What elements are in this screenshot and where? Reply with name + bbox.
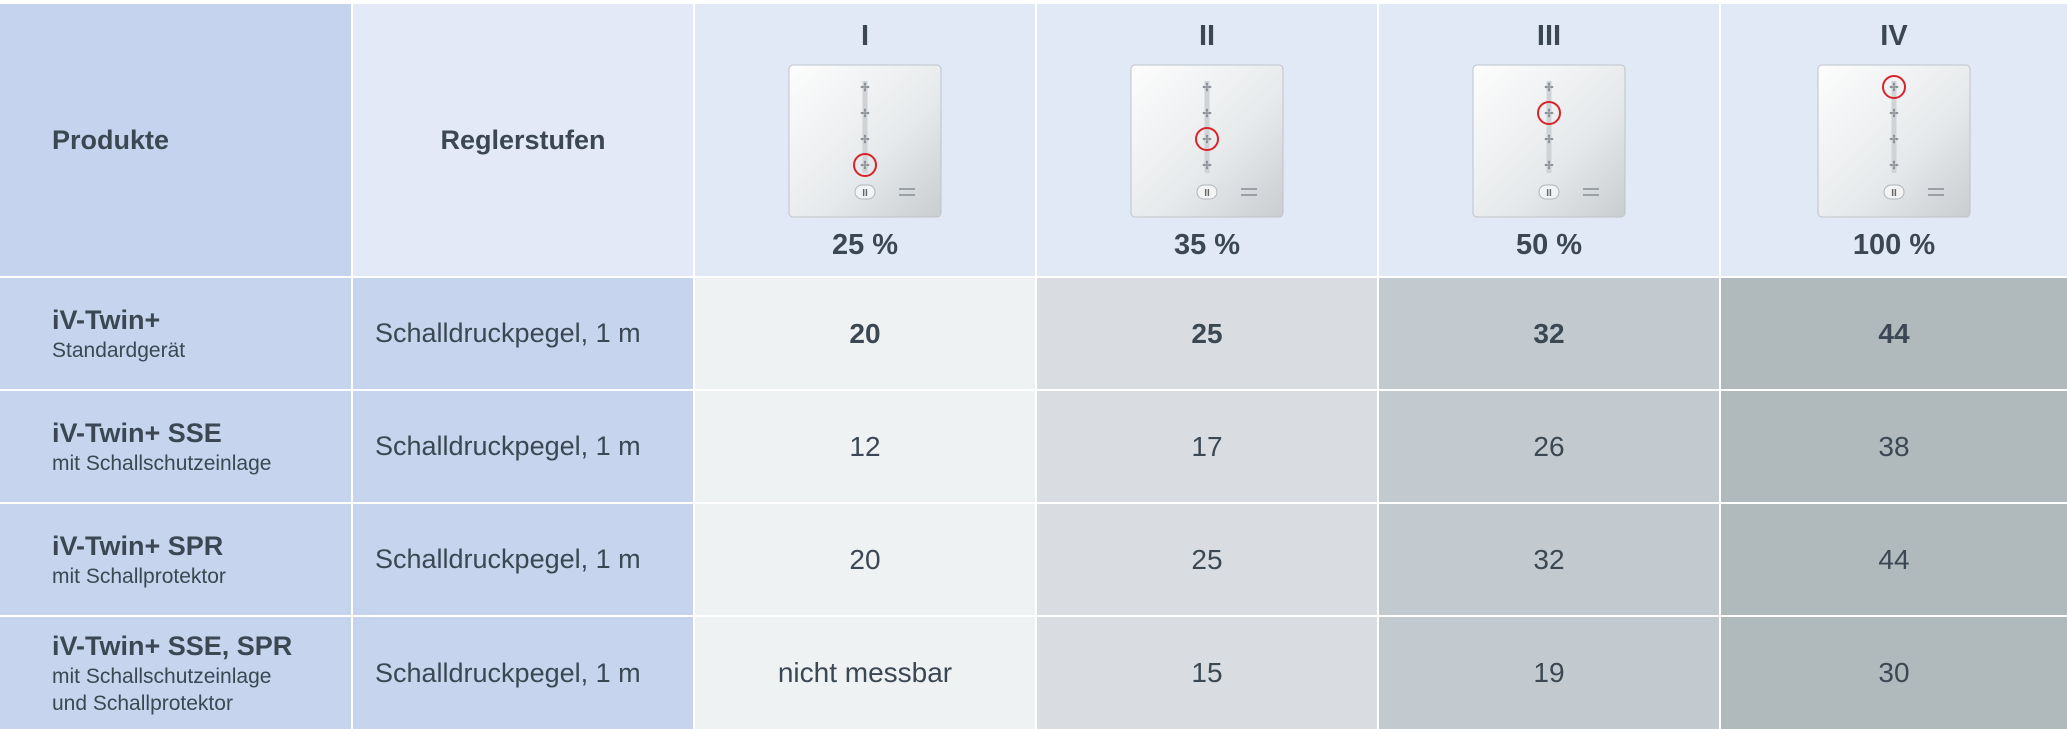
value-cell: 30	[1721, 617, 2067, 729]
value-cell: 25	[1037, 504, 1377, 615]
value-cell: 15	[1037, 617, 1377, 729]
product-subtitle: Standardgerät	[52, 338, 186, 362]
svg-text:✢: ✢	[1202, 160, 1211, 172]
svg-text:II: II	[1546, 188, 1552, 199]
header-stage: I ✢ ✢ ✢ ✢ II 25 %	[695, 4, 1035, 276]
value: 30	[1878, 657, 1910, 688]
value: 38	[1878, 430, 1910, 462]
product-subtitle: und Schallprotektor	[52, 691, 233, 715]
product-name: iV-Twin+ SSE, SPR	[52, 630, 293, 661]
value: 44	[1878, 543, 1910, 575]
svg-text:✢: ✢	[1889, 160, 1898, 172]
product-subtitle: mit Schallprotektor	[52, 564, 226, 588]
value-cell: 19	[1379, 617, 1719, 729]
svg-text:II: II	[1891, 188, 1897, 199]
measure: Schalldruckpegel, 1 m	[353, 278, 693, 389]
stage-label: IV	[1880, 20, 1908, 52]
stage-percent: 25 %	[831, 229, 899, 261]
value: 26	[1533, 430, 1565, 462]
svg-text:✢: ✢	[1544, 134, 1553, 146]
svg-text:✢: ✢	[1202, 108, 1211, 120]
value: 25	[1191, 543, 1223, 575]
header-levels: Reglerstufen	[353, 4, 693, 276]
product-name: iV-Twin+ SSE	[52, 417, 222, 448]
stage-label: I	[860, 20, 870, 52]
stage-percent: 50 %	[1515, 229, 1583, 261]
value-cell: 20	[695, 278, 1035, 389]
controller-image: ✢ ✢ ✢ ✢ II	[788, 64, 942, 218]
svg-text:✢: ✢	[1202, 134, 1211, 146]
value: 44	[1878, 317, 1910, 349]
svg-text:✢: ✢	[860, 82, 869, 94]
controller-image: ✢ ✢ ✢ ✢ II	[1817, 64, 1971, 218]
value: 12	[849, 430, 881, 462]
product-name: iV-Twin+ SPR	[52, 530, 224, 561]
controller-image: ✢ ✢ ✢ ✢ II	[1472, 64, 1626, 218]
svg-text:✢: ✢	[1544, 82, 1553, 94]
svg-text:✢: ✢	[860, 134, 869, 146]
measure: Schalldruckpegel, 1 m	[353, 617, 693, 729]
header-stage: IV ✢ ✢ ✢ ✢ II 100 %	[1721, 4, 2067, 276]
header-stage: III ✢ ✢ ✢ ✢ II 50 %	[1379, 4, 1719, 276]
stage-percent: 35 %	[1173, 229, 1241, 261]
value-cell: 32	[1379, 504, 1719, 615]
value: nicht messbar	[777, 657, 953, 688]
value-cell: 12	[695, 391, 1035, 502]
measure: Schalldruckpegel, 1 m	[353, 504, 693, 615]
value: 15	[1191, 657, 1223, 688]
value-cell: 44	[1721, 504, 2067, 615]
value-cell: 25	[1037, 278, 1377, 389]
stage-label: III	[1536, 20, 1562, 52]
svg-text:✢: ✢	[1889, 134, 1898, 146]
value: 20	[849, 543, 881, 575]
value-cell: 17	[1037, 391, 1377, 502]
product-cell: iV-Twin+ SPR mit Schallprotektor	[0, 504, 351, 615]
product-cell: iV-Twin+ SSE mit Schallschutzeinlage	[0, 391, 351, 502]
value: 32	[1533, 317, 1565, 349]
value-cell: 38	[1721, 391, 2067, 502]
measure: Schalldruckpegel, 1 m	[353, 391, 693, 502]
svg-text:✢: ✢	[860, 160, 869, 172]
value-cell: 26	[1379, 391, 1719, 502]
value: 20	[849, 317, 881, 349]
value-cell: 32	[1379, 278, 1719, 389]
product-cell: iV-Twin+ Standardgerät	[0, 278, 351, 389]
svg-text:✢: ✢	[1889, 82, 1898, 94]
svg-text:✢: ✢	[1202, 82, 1211, 94]
value-cell: nicht messbar	[695, 617, 1035, 729]
svg-text:II: II	[1204, 188, 1210, 199]
header-products: Produkte	[0, 4, 351, 276]
product-subtitle: mit Schallschutzeinlage	[52, 664, 272, 688]
stage-percent: 100 %	[1852, 229, 1936, 261]
value: 17	[1191, 430, 1223, 462]
header-stage: II ✢ ✢ ✢ ✢ II 35 %	[1037, 4, 1377, 276]
value: 19	[1533, 657, 1565, 688]
svg-text:✢: ✢	[860, 108, 869, 120]
value-cell: 20	[695, 504, 1035, 615]
svg-text:II: II	[862, 188, 868, 199]
svg-text:✢: ✢	[1889, 108, 1898, 120]
value: 25	[1191, 317, 1223, 349]
value-cell: 44	[1721, 278, 2067, 389]
svg-text:✢: ✢	[1544, 108, 1553, 120]
controller-image: ✢ ✢ ✢ ✢ II	[1130, 64, 1284, 218]
value: 32	[1533, 543, 1565, 575]
product-cell: iV-Twin+ SSE, SPR mit Schallschutzeinlage…	[0, 617, 351, 729]
stage-label: II	[1198, 20, 1216, 52]
product-subtitle: mit Schallschutzeinlage	[52, 451, 272, 475]
svg-text:✢: ✢	[1544, 160, 1553, 172]
product-name: iV-Twin+	[52, 304, 161, 335]
